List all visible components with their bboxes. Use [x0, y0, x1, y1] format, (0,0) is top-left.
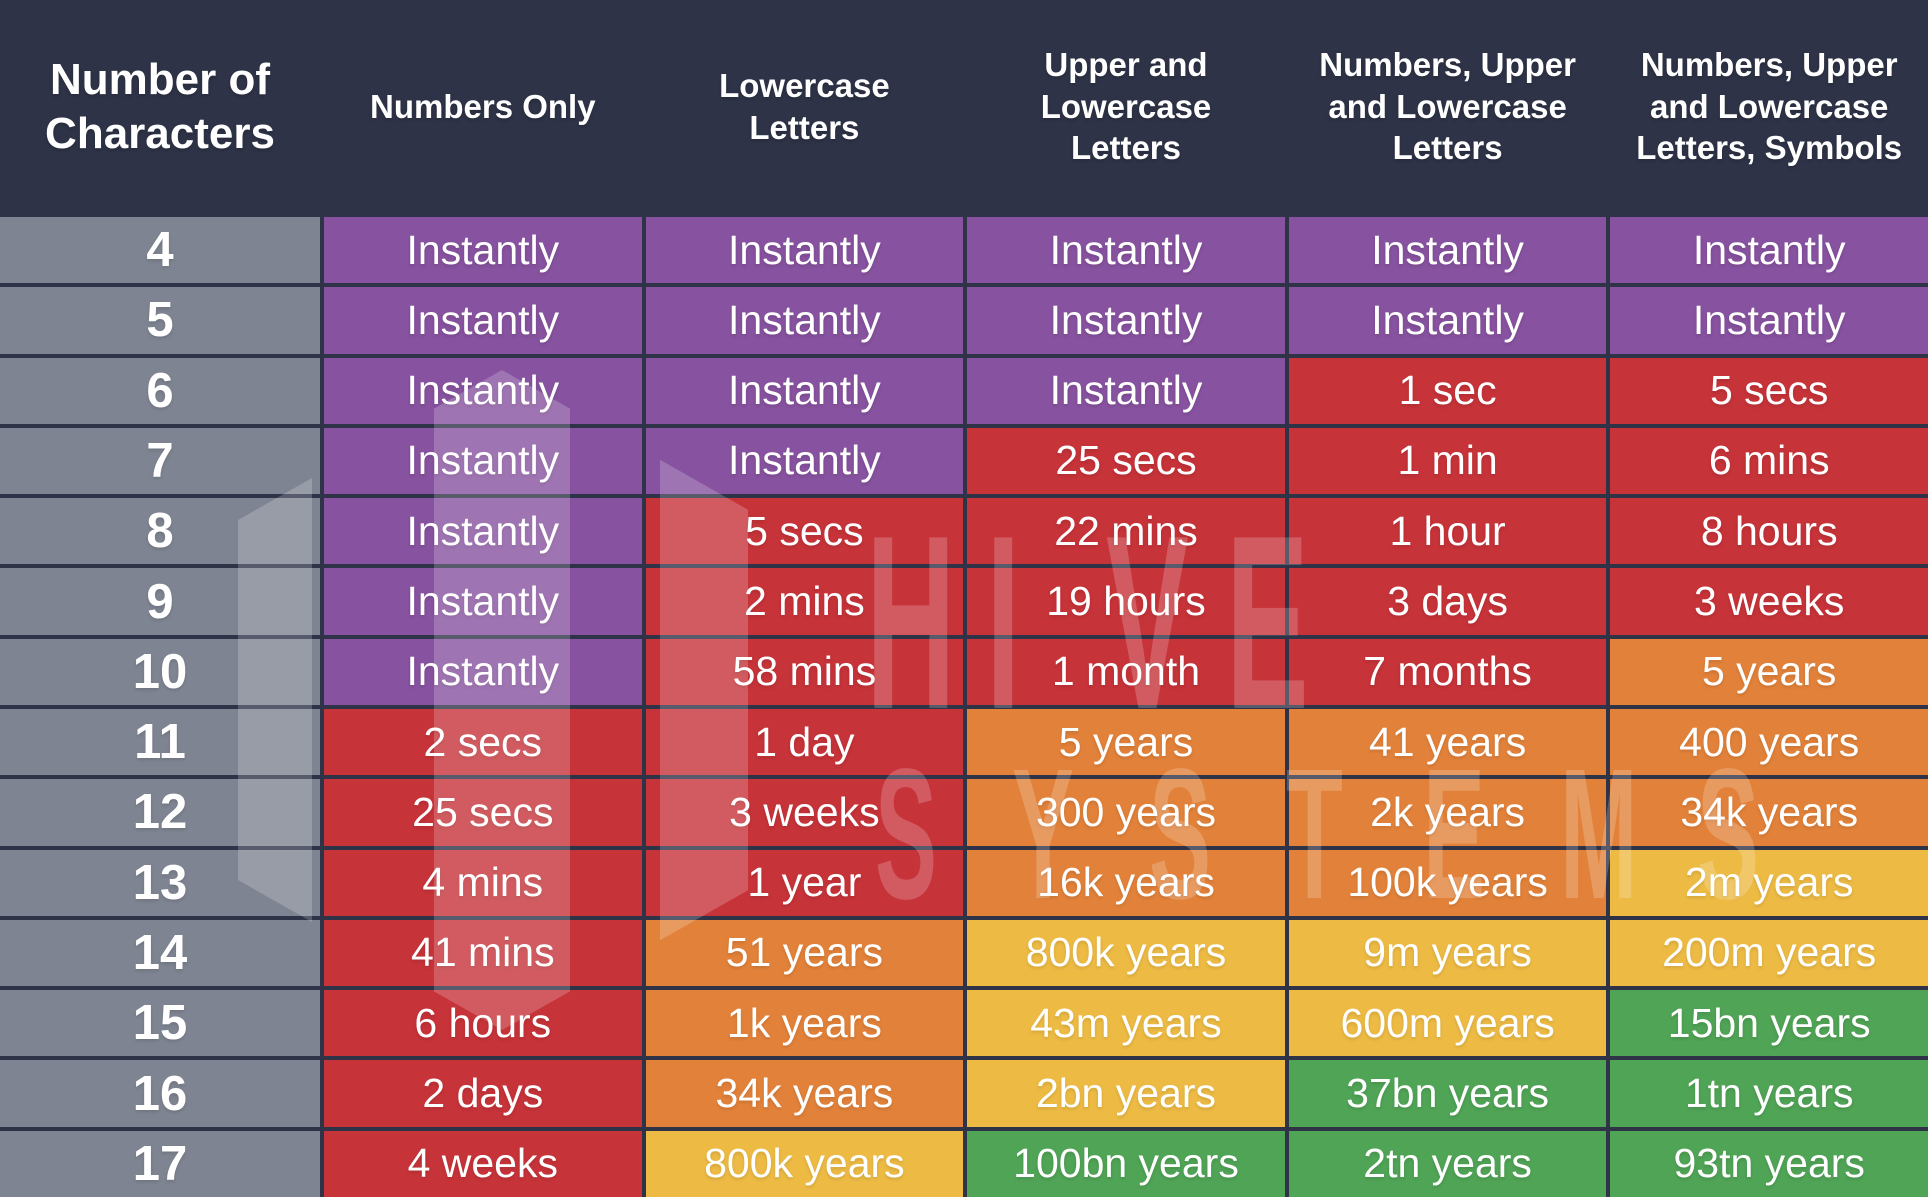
time-cell: 6 mins	[1610, 427, 1928, 495]
time-cell: 41 mins	[324, 919, 642, 987]
row-number-cell: 17	[0, 1130, 320, 1197]
time-cell: 800k years	[645, 1130, 964, 1197]
time-cell: Instantly	[324, 217, 642, 284]
time-cell: 16k years	[967, 849, 1285, 916]
row-number-cell: 4	[0, 217, 320, 284]
time-cell: 19 hours	[967, 568, 1285, 635]
time-cell: 400 years	[1610, 708, 1928, 776]
time-cell: 15bn years	[1610, 990, 1928, 1057]
time-cell: 1 sec	[1288, 357, 1607, 424]
time-cell: 5 secs	[645, 498, 964, 565]
time-cell: 2 days	[324, 1060, 642, 1127]
time-cell: 600m years	[1288, 990, 1607, 1057]
time-cell: 2bn years	[967, 1060, 1285, 1127]
time-cell: 9m years	[1288, 919, 1607, 987]
time-cell: 100bn years	[967, 1130, 1285, 1197]
column-header-0: Numbers Only	[324, 0, 642, 213]
time-cell: 3 days	[1288, 568, 1607, 635]
row-number-cell: 12	[0, 779, 320, 846]
time-cell: 1tn years	[1610, 1060, 1928, 1127]
row-number-cell: 8	[0, 498, 320, 565]
time-cell: 25 secs	[324, 779, 642, 846]
time-cell: 1 hour	[1288, 498, 1607, 565]
time-cell: Instantly	[324, 638, 642, 705]
time-cell: 300 years	[967, 779, 1285, 846]
time-cell: 1 year	[645, 849, 964, 916]
time-cell: 93tn years	[1610, 1130, 1928, 1197]
time-cell: Instantly	[645, 357, 964, 424]
time-cell: 4 mins	[324, 849, 642, 916]
time-cell: 2 mins	[645, 568, 964, 635]
time-cell: Instantly	[1610, 217, 1928, 284]
time-cell: 22 mins	[967, 498, 1285, 565]
time-cell: 5 years	[967, 708, 1285, 776]
time-cell: Instantly	[967, 357, 1285, 424]
time-cell: 100k years	[1288, 849, 1607, 916]
time-cell: 25 secs	[967, 427, 1285, 495]
row-number-cell: 6	[0, 357, 320, 424]
time-cell: 3 weeks	[645, 779, 964, 846]
column-header-1: Lowercase Letters	[645, 0, 964, 213]
row-number-cell: 11	[0, 708, 320, 776]
time-cell: 1k years	[645, 990, 964, 1057]
row-number-cell: 5	[0, 287, 320, 354]
time-cell: 6 hours	[324, 990, 642, 1057]
time-cell: Instantly	[967, 217, 1285, 284]
time-cell: 1 month	[967, 638, 1285, 705]
row-number-cell: 16	[0, 1060, 320, 1127]
time-cell: Instantly	[324, 498, 642, 565]
time-cell: 8 hours	[1610, 498, 1928, 565]
row-number-cell: 13	[0, 849, 320, 916]
time-cell: Instantly	[324, 568, 642, 635]
time-cell: 34k years	[645, 1060, 964, 1127]
time-cell: 1 min	[1288, 427, 1607, 495]
time-cell: Instantly	[324, 427, 642, 495]
column-header-number-of-characters: Number of Characters	[0, 0, 320, 213]
time-cell: 200m years	[1610, 919, 1928, 987]
row-number-cell: 9	[0, 568, 320, 635]
time-cell: 2tn years	[1288, 1130, 1607, 1197]
time-cell: 1 day	[645, 708, 964, 776]
time-cell: 2m years	[1610, 849, 1928, 916]
time-cell: 5 years	[1610, 638, 1928, 705]
time-cell: 2k years	[1288, 779, 1607, 846]
time-cell: Instantly	[1610, 287, 1928, 354]
time-cell: 34k years	[1610, 779, 1928, 846]
column-header-3: Numbers, Upper and Lowercase Letters	[1288, 0, 1607, 213]
time-cell: 4 weeks	[324, 1130, 642, 1197]
time-cell: 800k years	[967, 919, 1285, 987]
time-cell: 37bn years	[1288, 1060, 1607, 1127]
column-header-2: Upper and Lowercase Letters	[967, 0, 1285, 213]
time-cell: 43m years	[967, 990, 1285, 1057]
time-cell: Instantly	[1288, 287, 1607, 354]
time-cell: Instantly	[324, 357, 642, 424]
row-number-cell: 10	[0, 638, 320, 705]
time-cell: Instantly	[967, 287, 1285, 354]
row-number-cell: 7	[0, 427, 320, 495]
time-cell: 3 weeks	[1610, 568, 1928, 635]
time-cell: 5 secs	[1610, 357, 1928, 424]
time-cell: Instantly	[1288, 217, 1607, 284]
time-cell: 51 years	[645, 919, 964, 987]
time-cell: Instantly	[645, 217, 964, 284]
time-cell: Instantly	[645, 427, 964, 495]
row-number-cell: 14	[0, 919, 320, 987]
time-cell: 2 secs	[324, 708, 642, 776]
time-cell: 58 mins	[645, 638, 964, 705]
time-cell: Instantly	[324, 287, 642, 354]
column-header-4: Numbers, Upper and Lowercase Letters, Sy…	[1610, 0, 1928, 213]
time-cell: 7 months	[1288, 638, 1607, 705]
time-cell: 41 years	[1288, 708, 1607, 776]
time-cell: Instantly	[645, 287, 964, 354]
row-number-cell: 15	[0, 990, 320, 1057]
